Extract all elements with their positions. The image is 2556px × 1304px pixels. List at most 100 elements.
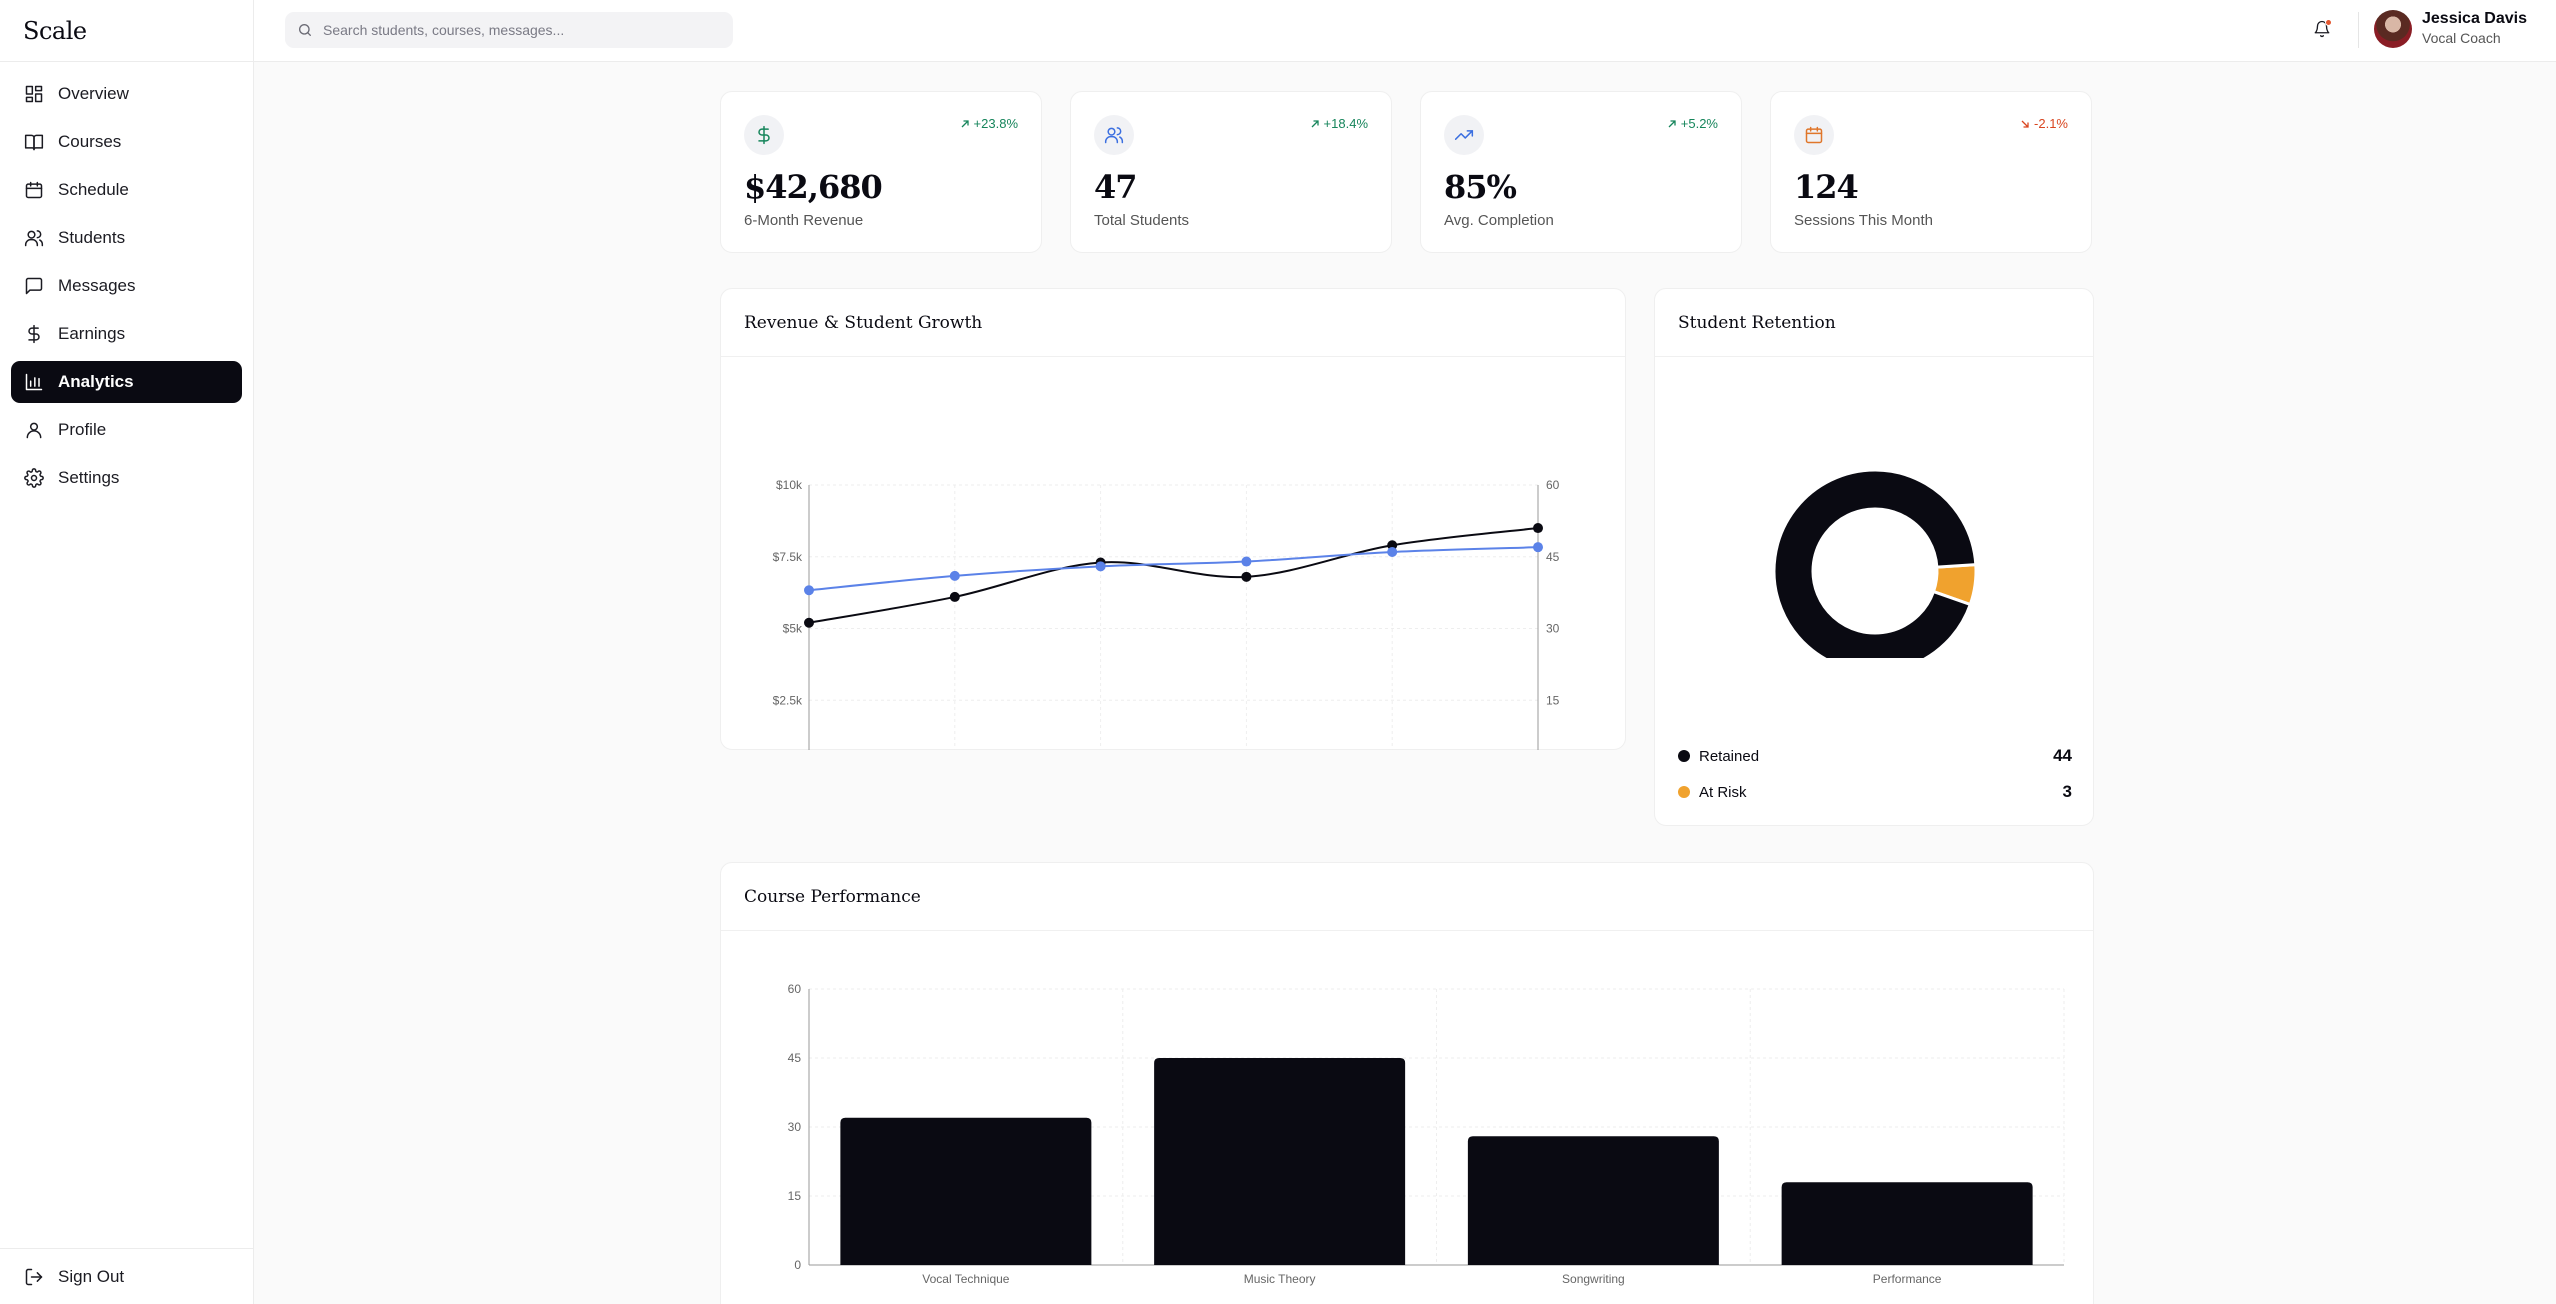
course-performance-panel: Course Performance 0 15 30 45 60 Vocal Techni… [720,862,2094,1304]
legend-at-risk-swatch [1678,786,1690,798]
retention-donut-chart [1772,468,1978,658]
data-point[interactable] [1533,523,1543,534]
sidebar: Scale Overview Courses Schedule Students Mes… [0,0,254,1304]
stat-value: 85% [1444,168,1517,206]
stat-label: Avg. Completion [1444,212,1554,229]
sidebar-item-label: Analytics [58,372,134,391]
notifications-button[interactable] [2310,17,2334,41]
bar-chart-icon [24,372,44,392]
data-point[interactable] [949,591,960,602]
y-tick-label: 0 [794,1258,801,1272]
dollar-icon [24,324,44,344]
bar-songwriting[interactable] [1467,1136,1719,1265]
data-point[interactable] [1095,561,1106,572]
data-point[interactable] [804,585,814,596]
sidebar-item-earnings[interactable]: Earnings [11,313,242,355]
dollar-icon [744,115,784,155]
logout-icon [24,1267,44,1287]
data-point[interactable] [949,570,960,581]
data-point[interactable] [804,617,814,628]
data-point[interactable] [1241,571,1252,582]
search-bar[interactable] [285,12,733,48]
growth-chart-panel: Revenue & Student Growth $0k$2.5k$5k$7.5… [720,288,1626,750]
sign-out-button[interactable]: Sign Out [0,1248,254,1304]
grid-icon [24,84,44,104]
x-tick-label: Songwriting [1562,1272,1625,1286]
y-tick-label: 60 [788,982,802,996]
bar-performance[interactable] [1781,1182,2033,1265]
gear-icon [24,468,44,488]
user-icon [24,420,44,440]
sidebar-item-label: Courses [58,132,122,151]
data-point[interactable] [1387,546,1398,557]
sidebar-item-overview[interactable]: Overview [11,73,242,115]
sidebar-item-label: Settings [58,468,120,487]
search-input[interactable] [323,22,723,38]
sidebar-item-analytics[interactable]: Analytics [11,361,242,403]
bell-icon [2314,20,2330,38]
stat-change-badge: +5.2% [1667,116,1718,131]
avatar[interactable] [2374,10,2412,48]
data-point[interactable] [1533,542,1543,553]
x-tick-label: Music Theory [1244,1272,1316,1286]
stat-change-badge: -2.1% [2020,116,2068,131]
y-left-tick-label: $2.5k [773,693,803,707]
users-icon [24,228,44,248]
stat-card-completion: +5.2% 85% Avg. Completion [1420,91,1742,253]
bar-vocal-technique[interactable] [840,1117,1092,1265]
sidebar-item-label: Earnings [58,324,126,343]
data-point[interactable] [1241,556,1252,567]
sidebar-item-students[interactable]: Students [11,217,242,259]
y-right-tick-label: 45 [1546,550,1560,564]
bar-music-theory[interactable] [1154,1058,1406,1265]
stat-change-value: +23.8% [973,116,1018,131]
stat-change-value: -2.1% [2034,116,2068,131]
y-right-tick-label: 30 [1546,622,1560,636]
topbar-divider [2358,12,2359,48]
stat-value: 124 [1794,168,1859,206]
legend-at-risk-value: 3 [2062,782,2072,801]
y-tick-label: 30 [788,1120,802,1134]
sidebar-nav: Overview Courses Schedule Students Messages E… [0,62,253,499]
donut-slice-retained[interactable] [1772,468,1978,658]
sidebar-item-courses[interactable]: Courses [11,121,242,163]
sidebar-item-schedule[interactable]: Schedule [11,169,242,211]
stat-value: 47 [1094,168,1138,206]
message-icon [24,276,44,296]
legend-retained-value: 44 [2053,746,2072,765]
y-tick-label: 15 [788,1189,802,1203]
sidebar-item-settings[interactable]: Settings [11,457,242,499]
growth-chart-title: Revenue & Student Growth [721,289,1625,357]
sidebar-item-profile[interactable]: Profile [11,409,242,451]
brand-logo[interactable]: Scale [0,0,253,62]
stat-label: Sessions This Month [1794,212,1933,229]
stat-card-sessions: -2.1% 124 Sessions This Month [1770,91,2092,253]
legend-retained-swatch [1678,750,1690,762]
series-line-revenue [808,527,1539,624]
retention-title: Student Retention [1655,289,2093,357]
calendar-icon [1794,115,1834,155]
sidebar-item-label: Schedule [58,180,129,199]
y-left-tick-label: $7.5k [773,550,803,564]
user-name[interactable]: Jessica Davis [2422,10,2527,27]
stat-change-badge: +23.8% [960,116,1018,131]
sidebar-item-label: Messages [58,276,136,295]
calendar-icon [24,180,44,200]
arrow-up-right-icon [960,119,970,129]
sidebar-item-label: Overview [58,84,129,103]
stat-card-students: +18.4% 47 Total Students [1070,91,1392,253]
stat-card-revenue: +23.8% $42,680 6-Month Revenue [720,91,1042,253]
course-bar-chart: 0 15 30 45 60 Vocal Technique Music Theory Song… [788,982,2065,1286]
sidebar-item-messages[interactable]: Messages [11,265,242,307]
user-role: Vocal Coach [2422,30,2501,46]
sidebar-item-label: Students [58,228,126,247]
stat-label: 6-Month Revenue [744,212,864,229]
stat-label: Total Students [1094,212,1190,229]
sidebar-item-label: Profile [58,420,107,439]
y-left-tick-label: $5k [783,622,803,636]
course-performance-title: Course Performance [721,863,2093,931]
stat-change-value: +5.2% [1680,116,1718,131]
arrow-up-right-icon [1667,119,1677,129]
sign-out-label: Sign Out [58,1266,125,1286]
retention-panel: Student Retention Retained 44 At Risk 3 [1654,288,2094,826]
